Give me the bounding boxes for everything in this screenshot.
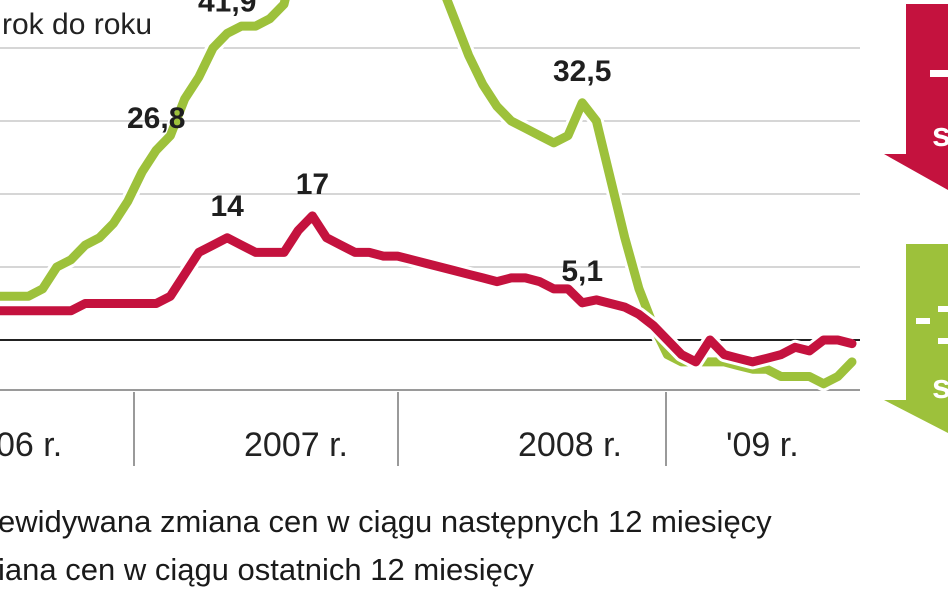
legend: ewidywana zmiana cen w ciągu następnych …: [0, 504, 772, 587]
x-tick-labels: 06 r. 2007 r. 2008 r. '09 r.: [0, 426, 799, 464]
side-marker-up: s: [884, 244, 948, 433]
side-marker-dash: [938, 306, 948, 312]
data-label: 5,1: [561, 255, 603, 288]
x-tick-label: 2007 r.: [244, 426, 348, 464]
series-line-expected: [0, 0, 857, 389]
side-marker-down: s: [884, 4, 948, 190]
down-arrow-icon: [884, 4, 948, 190]
side-markers: s s: [884, 4, 948, 433]
series-line-past: [0, 211, 857, 367]
up-arrow-icon: [884, 244, 948, 433]
x-tick-label: 06 r.: [0, 426, 62, 464]
side-marker-label: s: [932, 116, 948, 154]
data-label: 26,8: [127, 102, 185, 135]
x-axis: [0, 389, 860, 466]
side-marker-dash: [938, 338, 948, 344]
series-layer: [0, 0, 857, 389]
side-marker-dash: [916, 318, 930, 324]
side-marker-dash: [930, 70, 948, 77]
x-tick-label: 2008 r.: [518, 426, 622, 464]
data-label: 17: [296, 168, 329, 201]
data-label: 32,5: [553, 55, 611, 88]
x-tick-label: '09 r.: [726, 426, 799, 464]
data-label: 14: [211, 190, 245, 223]
legend-entry: iana cen w ciągu ostatnich 12 miesięcy: [0, 552, 534, 587]
gridlines: [0, 47, 860, 341]
legend-entry: ewidywana zmiana cen w ciągu następnych …: [0, 504, 772, 539]
data-label: 41,9: [198, 0, 256, 18]
unit-label: rok do roku: [2, 8, 152, 41]
side-marker-label: s: [932, 368, 948, 406]
